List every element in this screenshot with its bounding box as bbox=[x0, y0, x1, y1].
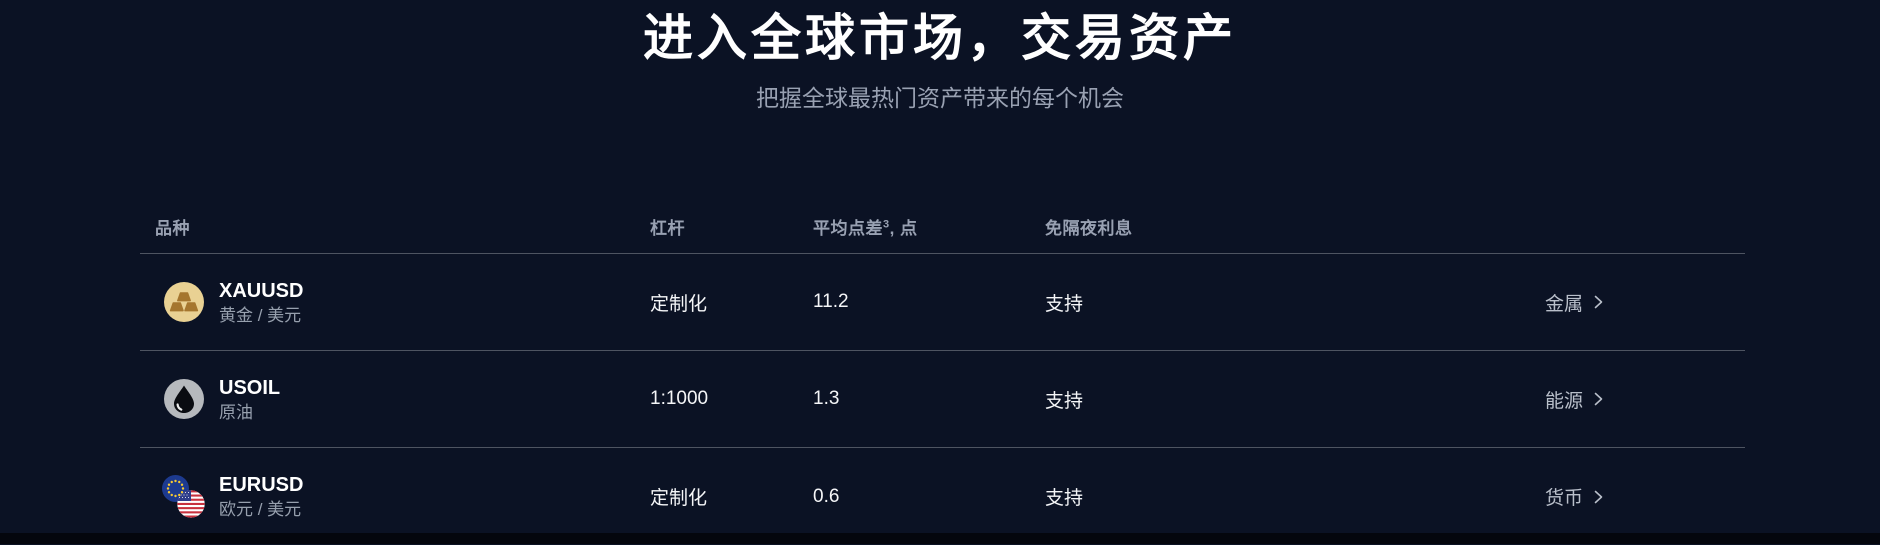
category-link-label: 货币 bbox=[1545, 488, 1584, 509]
spread-value: 11.2 bbox=[813, 291, 849, 312]
category-link-label: 能源 bbox=[1545, 390, 1584, 412]
gold-ingots-icon bbox=[162, 281, 205, 324]
swapfree-value: 支持 bbox=[1045, 390, 1084, 412]
leverage-value: 定制化 bbox=[650, 293, 708, 315]
chevron-right-icon bbox=[1594, 490, 1603, 503]
leverage-value: 定制化 bbox=[650, 488, 708, 509]
col-header-spread: 平均点差3, 点 bbox=[813, 218, 918, 238]
swapfree-value: 支持 bbox=[1045, 293, 1084, 315]
page-title: 进入全球市场，交易资产 bbox=[643, 10, 1237, 66]
col-header-swapfree: 免隔夜利息 bbox=[1045, 219, 1133, 238]
category-link-label: 金属 bbox=[1545, 293, 1584, 315]
col-header-leverage: 杠杆 bbox=[650, 219, 685, 238]
instrument-symbol: XAUUSD bbox=[219, 279, 304, 302]
eur-usd-flags-icon bbox=[162, 475, 205, 518]
bottom-edge-strip bbox=[0, 533, 1880, 544]
table-header-row: 品种 杠杆 平均点差3, 点 免隔夜利息 bbox=[140, 200, 1745, 254]
category-link-energy[interactable]: 能源 bbox=[1545, 386, 1604, 413]
category-link-currencies[interactable]: 货币 bbox=[1545, 483, 1604, 510]
oil-drop-icon bbox=[162, 378, 205, 421]
spread-value: 0.6 bbox=[813, 485, 840, 507]
instrument-name: 欧元 / 美元 bbox=[219, 500, 302, 519]
instrument-symbol: EURUSD bbox=[219, 474, 304, 496]
swapfree-value: 支持 bbox=[1045, 488, 1084, 509]
chevron-right-icon bbox=[1594, 295, 1603, 309]
table-row-eurusd[interactable]: EURUSD 欧元 / 美元 定制化 0.6 支持 货币 bbox=[140, 448, 1745, 545]
chevron-right-icon bbox=[1594, 392, 1603, 406]
instruments-table: 品种 杠杆 平均点差3, 点 免隔夜利息 XAUUSD 黄金 / 美元 定制化 … bbox=[140, 200, 1745, 545]
col-header-instrument: 品种 bbox=[155, 219, 190, 238]
leverage-value: 1:1000 bbox=[650, 388, 709, 409]
instrument-name: 黄金 / 美元 bbox=[219, 305, 302, 325]
page-subtitle: 把握全球最热门资产带来的每个机会 bbox=[756, 85, 1124, 111]
category-link-metals[interactable]: 金属 bbox=[1545, 289, 1604, 316]
spread-value: 1.3 bbox=[813, 388, 840, 409]
hero-section: 进入全球市场，交易资产 把握全球最热门资产带来的每个机会 bbox=[0, 0, 1880, 112]
table-row-xauusd[interactable]: XAUUSD 黄金 / 美元 定制化 11.2 支持 金属 bbox=[140, 254, 1745, 351]
instrument-symbol: USOIL bbox=[219, 376, 281, 399]
table-row-usoil[interactable]: USOIL 原油 1:1000 1.3 支持 能源 bbox=[140, 351, 1745, 448]
instrument-name: 原油 bbox=[219, 402, 253, 422]
